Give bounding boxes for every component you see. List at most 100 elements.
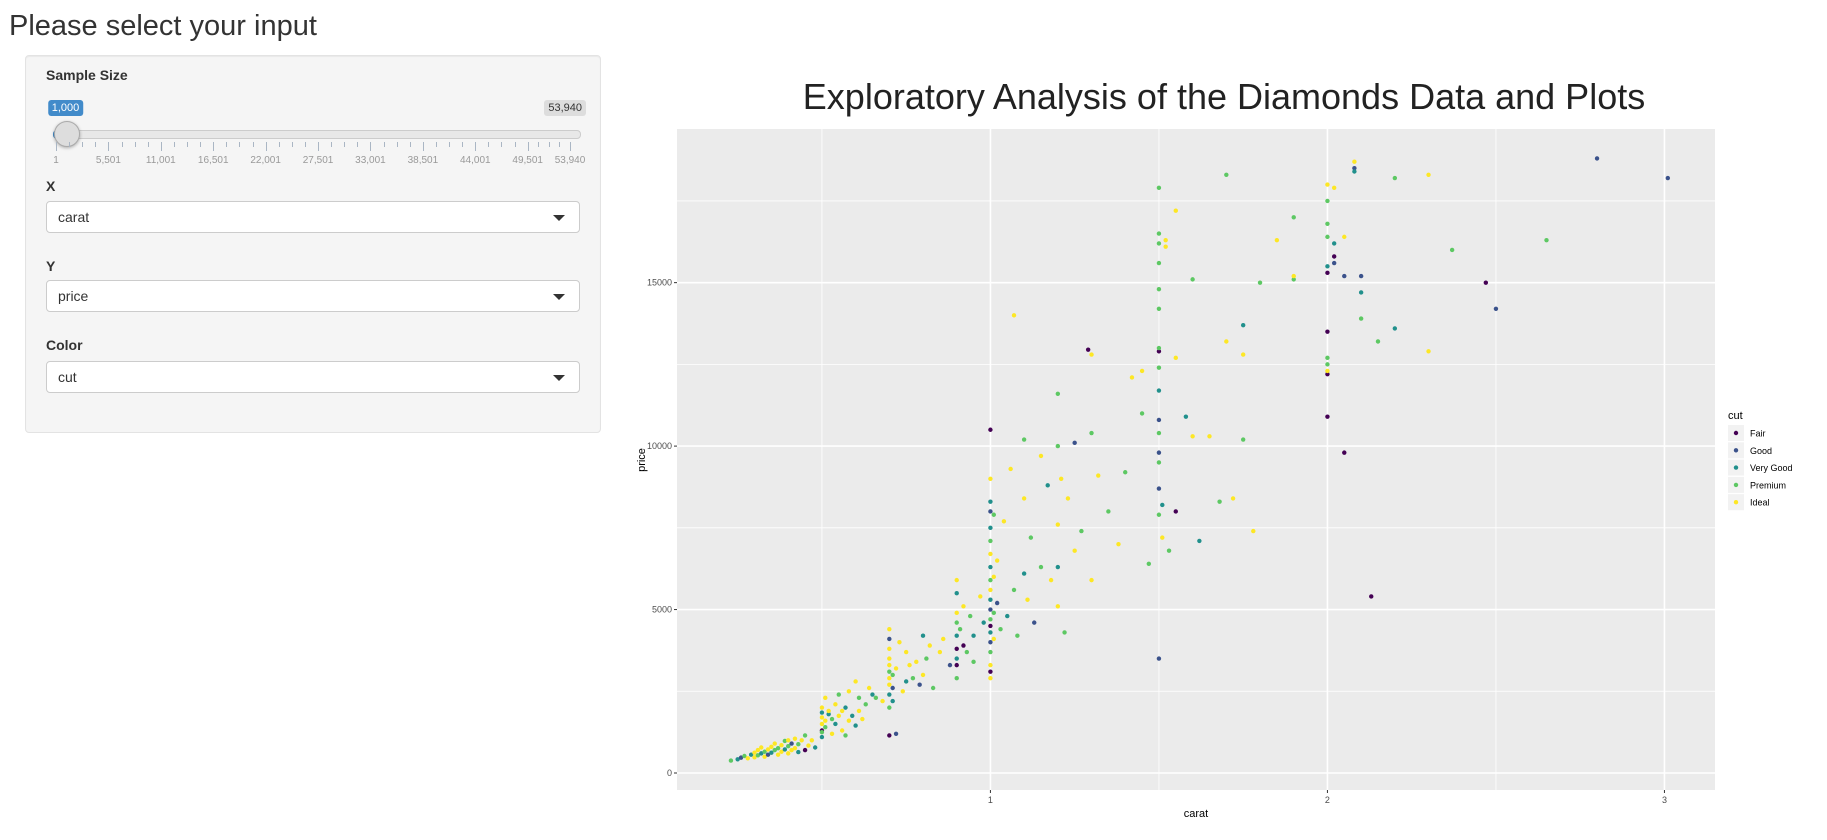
data-point-ideal — [839, 708, 845, 714]
slider-major-tick — [527, 142, 529, 151]
slider-minor-tick — [462, 142, 464, 147]
data-point-ideal — [853, 679, 858, 684]
data-point-ideal — [903, 649, 909, 655]
data-point-premium — [1156, 512, 1162, 517]
x-tick-label: 3 — [1662, 795, 1667, 805]
data-point-good — [994, 600, 1000, 606]
data-point-premium — [1217, 499, 1222, 504]
legend-swatch-premium — [1733, 482, 1739, 488]
data-point-premium — [1146, 561, 1152, 566]
slider-tick-label: 22,001 — [250, 155, 281, 166]
data-point-premium — [1123, 470, 1128, 475]
data-point-premium — [775, 745, 781, 751]
data-point-premium — [1139, 411, 1145, 416]
data-point-very-good — [759, 751, 764, 756]
plot-panel — [677, 129, 1715, 790]
y-tick-label: 10000 — [647, 441, 672, 451]
slider-tick-label: 5,501 — [95, 155, 121, 166]
data-point-good — [1342, 273, 1347, 279]
data-point-premium — [991, 512, 996, 517]
x-select[interactable]: carat — [46, 201, 580, 233]
data-point-premium — [1015, 633, 1020, 638]
data-point-ideal — [978, 594, 983, 599]
chevron-down-icon — [553, 294, 565, 300]
data-point-ideal — [846, 718, 852, 723]
data-point-premium — [1156, 306, 1162, 311]
data-point-ideal — [1058, 476, 1064, 481]
data-point-good — [789, 741, 794, 746]
data-point-good — [1331, 260, 1337, 266]
data-point-ideal — [1139, 368, 1145, 374]
slider-minor-tick — [409, 142, 411, 147]
y-axis-title: price — [636, 448, 648, 472]
data-point-ideal — [860, 716, 865, 722]
data-point-ideal — [1173, 355, 1178, 361]
data-point-ideal — [988, 675, 993, 681]
data-point-very-good — [988, 499, 993, 504]
data-point-good — [1156, 417, 1162, 423]
slider-minor-tick — [559, 142, 561, 147]
slider-tick-label: 44,001 — [459, 155, 491, 166]
data-point-ideal — [1048, 577, 1054, 583]
color-select[interactable]: cut — [46, 361, 580, 393]
data-point-ideal — [823, 695, 828, 701]
data-point-ideal — [799, 738, 804, 743]
data-point-ideal — [937, 649, 943, 655]
data-point-premium — [1392, 175, 1398, 181]
data-point-ideal — [961, 604, 966, 609]
data-point-premium — [742, 753, 747, 759]
data-point-premium — [1156, 241, 1162, 246]
data-point-premium — [1240, 437, 1246, 442]
color-label: Color — [46, 337, 83, 353]
legend-swatch-ideal — [1733, 500, 1739, 505]
data-point-ideal — [759, 745, 764, 750]
slider-tick-label: 49,501 — [512, 155, 543, 166]
data-point-very-good — [971, 633, 976, 638]
data-point-good — [988, 607, 993, 612]
data-point-very-good — [981, 620, 986, 625]
slider-major-tick — [265, 142, 267, 151]
data-point-ideal — [1190, 434, 1195, 439]
sample-size-slider[interactable]: 1,000 53,940 1 5,501 11,001 16,501 22,001 27,… — [46, 100, 586, 170]
data-point-fair — [988, 623, 993, 629]
data-point-fair — [961, 643, 966, 648]
data-point-premium — [1038, 564, 1044, 570]
data-point-ideal — [786, 751, 791, 756]
data-point-premium — [1375, 339, 1381, 344]
data-point-premium — [1021, 437, 1027, 442]
data-point-ideal — [836, 713, 841, 718]
data-point-ideal — [954, 610, 959, 616]
data-point-premium — [802, 733, 808, 738]
data-point-premium — [762, 749, 767, 754]
data-point-premium — [1156, 365, 1162, 370]
y-tick-label: 15000 — [647, 278, 672, 288]
data-point-fair — [1156, 349, 1162, 354]
y-select[interactable]: price — [46, 280, 580, 312]
data-point-ideal — [755, 747, 761, 753]
data-point-good — [947, 662, 953, 668]
slider-major-tick — [160, 142, 162, 151]
data-point-ideal — [1291, 273, 1296, 279]
data-point-fair — [802, 747, 808, 753]
data-point-good — [1156, 656, 1162, 661]
slider-minor-tick — [383, 142, 385, 147]
data-point-very-good — [1352, 169, 1357, 174]
data-point-ideal — [839, 728, 845, 733]
data-point-ideal — [927, 643, 932, 648]
data-point-ideal — [765, 747, 771, 752]
data-point-very-good — [1156, 388, 1162, 393]
data-point-very-good — [1045, 483, 1050, 488]
data-point-ideal — [769, 744, 774, 750]
data-point-ideal — [1163, 244, 1168, 249]
data-point-premium — [968, 613, 973, 619]
data-point-premium — [786, 743, 791, 749]
slider-tick-label: 38,501 — [407, 155, 439, 166]
data-point-premium — [924, 656, 929, 661]
slider-minor-tick — [173, 142, 175, 147]
data-point-premium — [1079, 528, 1084, 534]
data-point-ideal — [826, 708, 831, 714]
data-point-premium — [1156, 185, 1162, 191]
slider-handle[interactable] — [53, 121, 80, 147]
data-point-premium — [988, 538, 993, 544]
